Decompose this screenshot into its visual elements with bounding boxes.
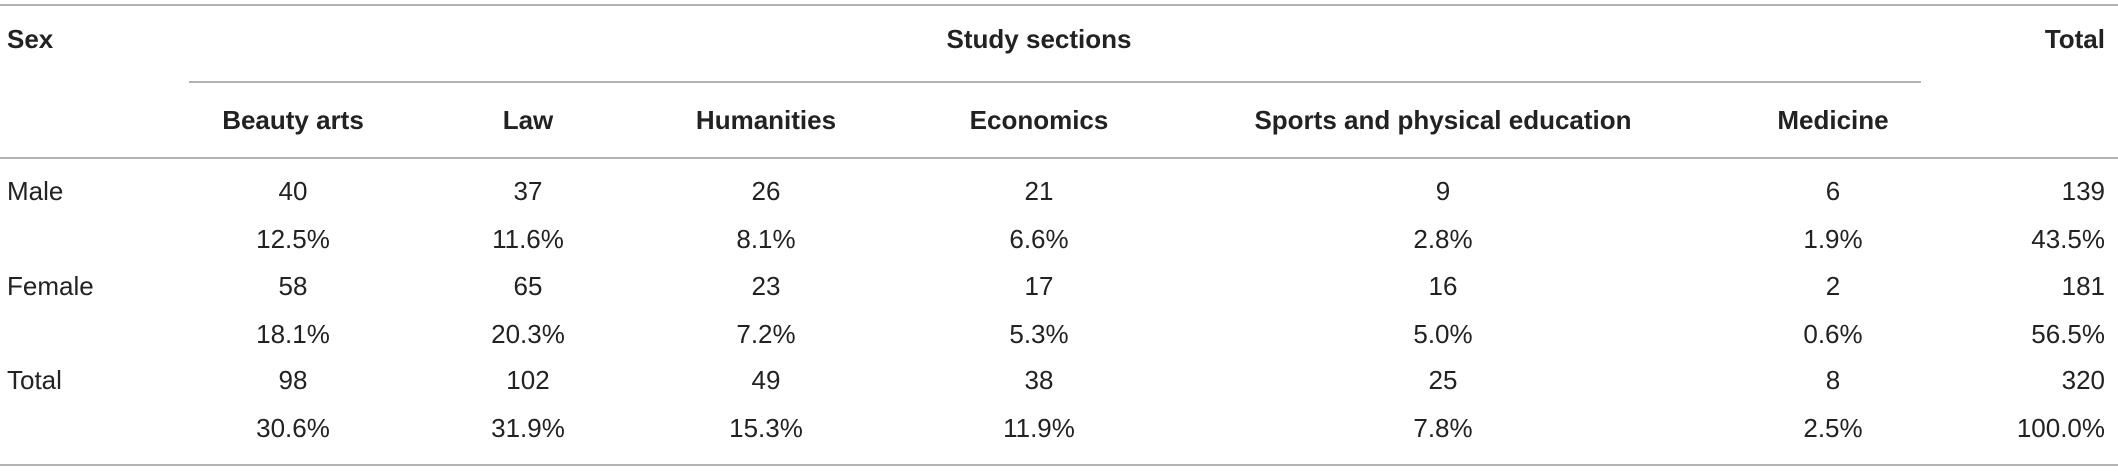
count-cell: 8 xyxy=(1826,365,1840,395)
percent-cell: 12.5% xyxy=(256,224,330,254)
count-cell: 139 xyxy=(2062,176,2105,206)
percent-cell: 30.6% xyxy=(256,413,330,443)
percent-cell: 7.8% xyxy=(1413,413,1472,443)
column-header: Economics xyxy=(970,105,1109,135)
count-cell: 21 xyxy=(1025,176,1054,206)
column-header: Law xyxy=(503,105,554,135)
percent-cell: 7.2% xyxy=(736,319,795,349)
column-header: Sports and physical education xyxy=(1254,105,1631,135)
percent-cell: 2.5% xyxy=(1803,413,1862,443)
percent-cell: 11.9% xyxy=(1003,413,1075,443)
count-cell: 25 xyxy=(1429,365,1458,395)
count-cell: 98 xyxy=(279,365,308,395)
percent-cell: 5.0% xyxy=(1413,319,1472,349)
header-sex: Sex xyxy=(7,24,54,54)
percent-cell: 6.6% xyxy=(1009,224,1068,254)
count-cell: 58 xyxy=(279,271,308,301)
percent-cell: 31.9% xyxy=(491,413,565,443)
count-cell: 102 xyxy=(506,365,549,395)
percent-cell: 2.8% xyxy=(1413,224,1472,254)
column-header: Medicine xyxy=(1777,105,1888,135)
percent-cell: 43.5% xyxy=(2031,224,2105,254)
percent-cell: 11.6% xyxy=(492,224,564,254)
percent-cell: 5.3% xyxy=(1009,319,1068,349)
count-cell: 2 xyxy=(1826,271,1840,301)
count-cell: 17 xyxy=(1025,271,1054,301)
header-group: Study sections xyxy=(947,24,1132,54)
count-cell: 181 xyxy=(2062,271,2105,301)
count-cell: 16 xyxy=(1429,271,1458,301)
percent-cell: 18.1% xyxy=(256,319,330,349)
row-label: Male xyxy=(7,176,63,206)
count-cell: 37 xyxy=(514,176,543,206)
count-cell: 49 xyxy=(752,365,781,395)
percent-cell: 0.6% xyxy=(1803,319,1862,349)
percent-cell: 8.1% xyxy=(736,224,795,254)
column-header: Humanities xyxy=(696,105,836,135)
header-total: Total xyxy=(2045,24,2105,54)
percent-cell: 15.3% xyxy=(729,413,803,443)
percent-cell: 100.0% xyxy=(2017,413,2105,443)
count-cell: 40 xyxy=(279,176,308,206)
percent-cell: 56.5% xyxy=(2031,319,2105,349)
percent-cell: 1.9% xyxy=(1803,224,1862,254)
count-cell: 26 xyxy=(752,176,781,206)
count-cell: 38 xyxy=(1025,365,1054,395)
count-cell: 65 xyxy=(514,271,543,301)
row-label: Female xyxy=(7,271,94,301)
row-label: Total xyxy=(7,365,62,395)
count-cell: 9 xyxy=(1436,176,1450,206)
count-cell: 320 xyxy=(2062,365,2105,395)
percent-cell: 20.3% xyxy=(491,319,565,349)
count-cell: 6 xyxy=(1826,176,1840,206)
count-cell: 23 xyxy=(752,271,781,301)
column-header: Beauty arts xyxy=(222,105,364,135)
